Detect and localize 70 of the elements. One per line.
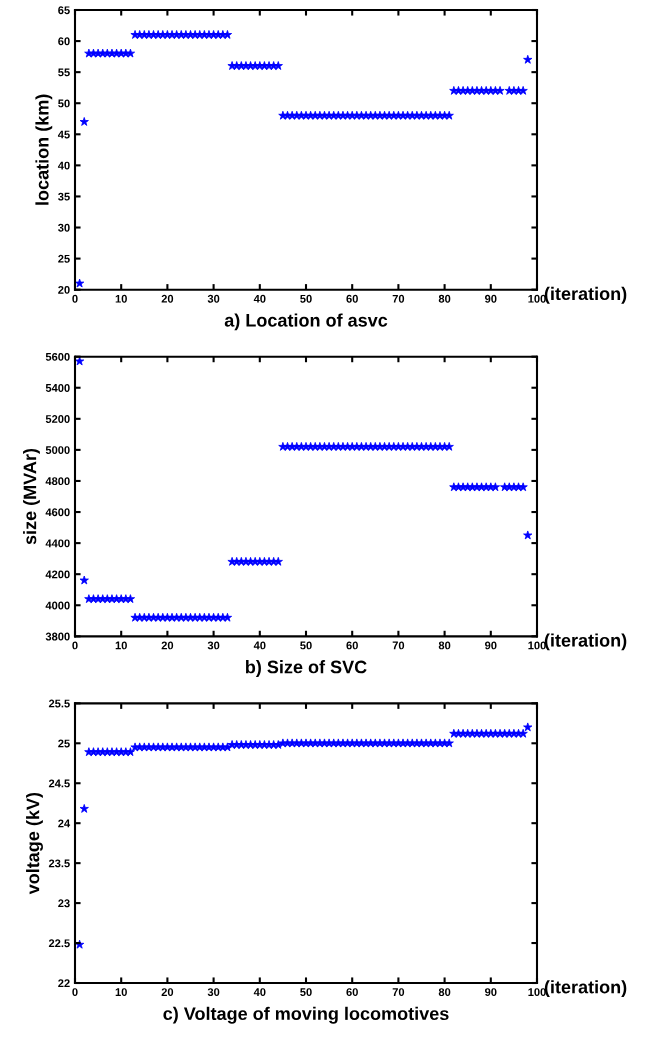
- y-tick-label: 60: [58, 37, 70, 46]
- x-tick-label: 80: [438, 988, 451, 997]
- x-tick-label: 80: [438, 641, 451, 650]
- y-tick-label: 5600: [45, 352, 70, 361]
- y-tick-label: 24: [58, 819, 71, 828]
- y-axis-title: size (MVAr): [23, 448, 40, 545]
- x-tick-label: 90: [485, 294, 497, 303]
- y-tick-label: 65: [58, 6, 70, 15]
- x-tick-label: 60: [346, 641, 358, 650]
- x-tick-label: 100: [528, 294, 546, 303]
- text: a) Location of asvc: [224, 313, 388, 331]
- x-tick-label: 30: [207, 988, 220, 997]
- y-tick-label: 55: [58, 68, 70, 77]
- y-axis-title: voltage (kV): [26, 792, 43, 895]
- x-tick-label: 100: [528, 641, 546, 650]
- x-tick-label: 50: [300, 294, 312, 303]
- x-tick-label: 20: [161, 294, 174, 303]
- x-tick-label: 70: [392, 641, 405, 650]
- text: c) Voltage of moving locomotives: [163, 1006, 449, 1024]
- x-tick-label: 0: [72, 988, 78, 997]
- x-axis-title: (iteration): [544, 633, 627, 651]
- y-tick-label: 4000: [45, 601, 70, 610]
- y-tick-label: 24.5: [48, 779, 70, 788]
- x-tick-label: 70: [392, 294, 405, 303]
- y-tick-label: 23: [58, 899, 70, 908]
- x-tick-label: 50: [300, 641, 312, 650]
- y-tick-label: 50: [58, 99, 70, 108]
- x-tick-label: 60: [346, 988, 358, 997]
- y-tick-label: 25: [58, 254, 70, 263]
- x-tick-label: 50: [300, 988, 312, 997]
- x-tick-label: 40: [253, 294, 266, 303]
- y-tick-label: 30: [58, 223, 70, 232]
- y-tick-label: 25.5: [48, 699, 70, 708]
- x-tick-label: 20: [161, 641, 174, 650]
- x-tick-label: 90: [485, 988, 497, 997]
- y-tick-label: 20: [58, 285, 70, 294]
- x-tick-label: 90: [485, 641, 497, 650]
- x-tick-label: 30: [207, 641, 220, 650]
- y-tick-label: 35: [58, 192, 70, 201]
- x-tick-label: 40: [253, 641, 266, 650]
- y-tick-label: 25: [58, 739, 70, 748]
- x-tick-label: 70: [392, 988, 405, 997]
- y-tick-label: 5000: [45, 446, 70, 455]
- x-axis-title: (iteration): [544, 980, 627, 998]
- x-tick-label: 60: [346, 294, 358, 303]
- y-tick-label: 23.5: [48, 859, 70, 868]
- y-tick-label: 4800: [45, 477, 70, 486]
- y-tick-label: 22: [58, 979, 70, 988]
- y-tick-label: 45: [57, 130, 70, 139]
- text: b) Size of SVC: [246, 660, 367, 677]
- x-tick-label: 0: [72, 641, 78, 650]
- y-tick-label: 5400: [45, 384, 70, 392]
- y-tick-label: 4400: [45, 539, 70, 548]
- x-tick-label: 100: [528, 988, 546, 997]
- x-tick-label: 0: [72, 294, 78, 303]
- x-tick-label: 30: [207, 294, 220, 303]
- y-tick-label: 22.5: [48, 939, 70, 948]
- y-tick-label: 4600: [45, 508, 70, 517]
- y-axis-title: location (km): [35, 94, 53, 205]
- x-axis-title: (iteration): [544, 286, 627, 304]
- x-tick-label: 10: [115, 641, 127, 650]
- x-tick-label: 40: [253, 988, 266, 997]
- x-tick-label: 80: [438, 294, 451, 303]
- y-tick-label: 40: [57, 161, 70, 170]
- y-tick-label: 3800: [45, 632, 70, 641]
- y-tick-label: 4200: [45, 570, 70, 579]
- x-tick-label: 10: [115, 294, 127, 303]
- y-tick-label: 5200: [45, 415, 70, 423]
- x-tick-label: 20: [161, 988, 174, 997]
- x-tick-label: 10: [115, 988, 127, 997]
